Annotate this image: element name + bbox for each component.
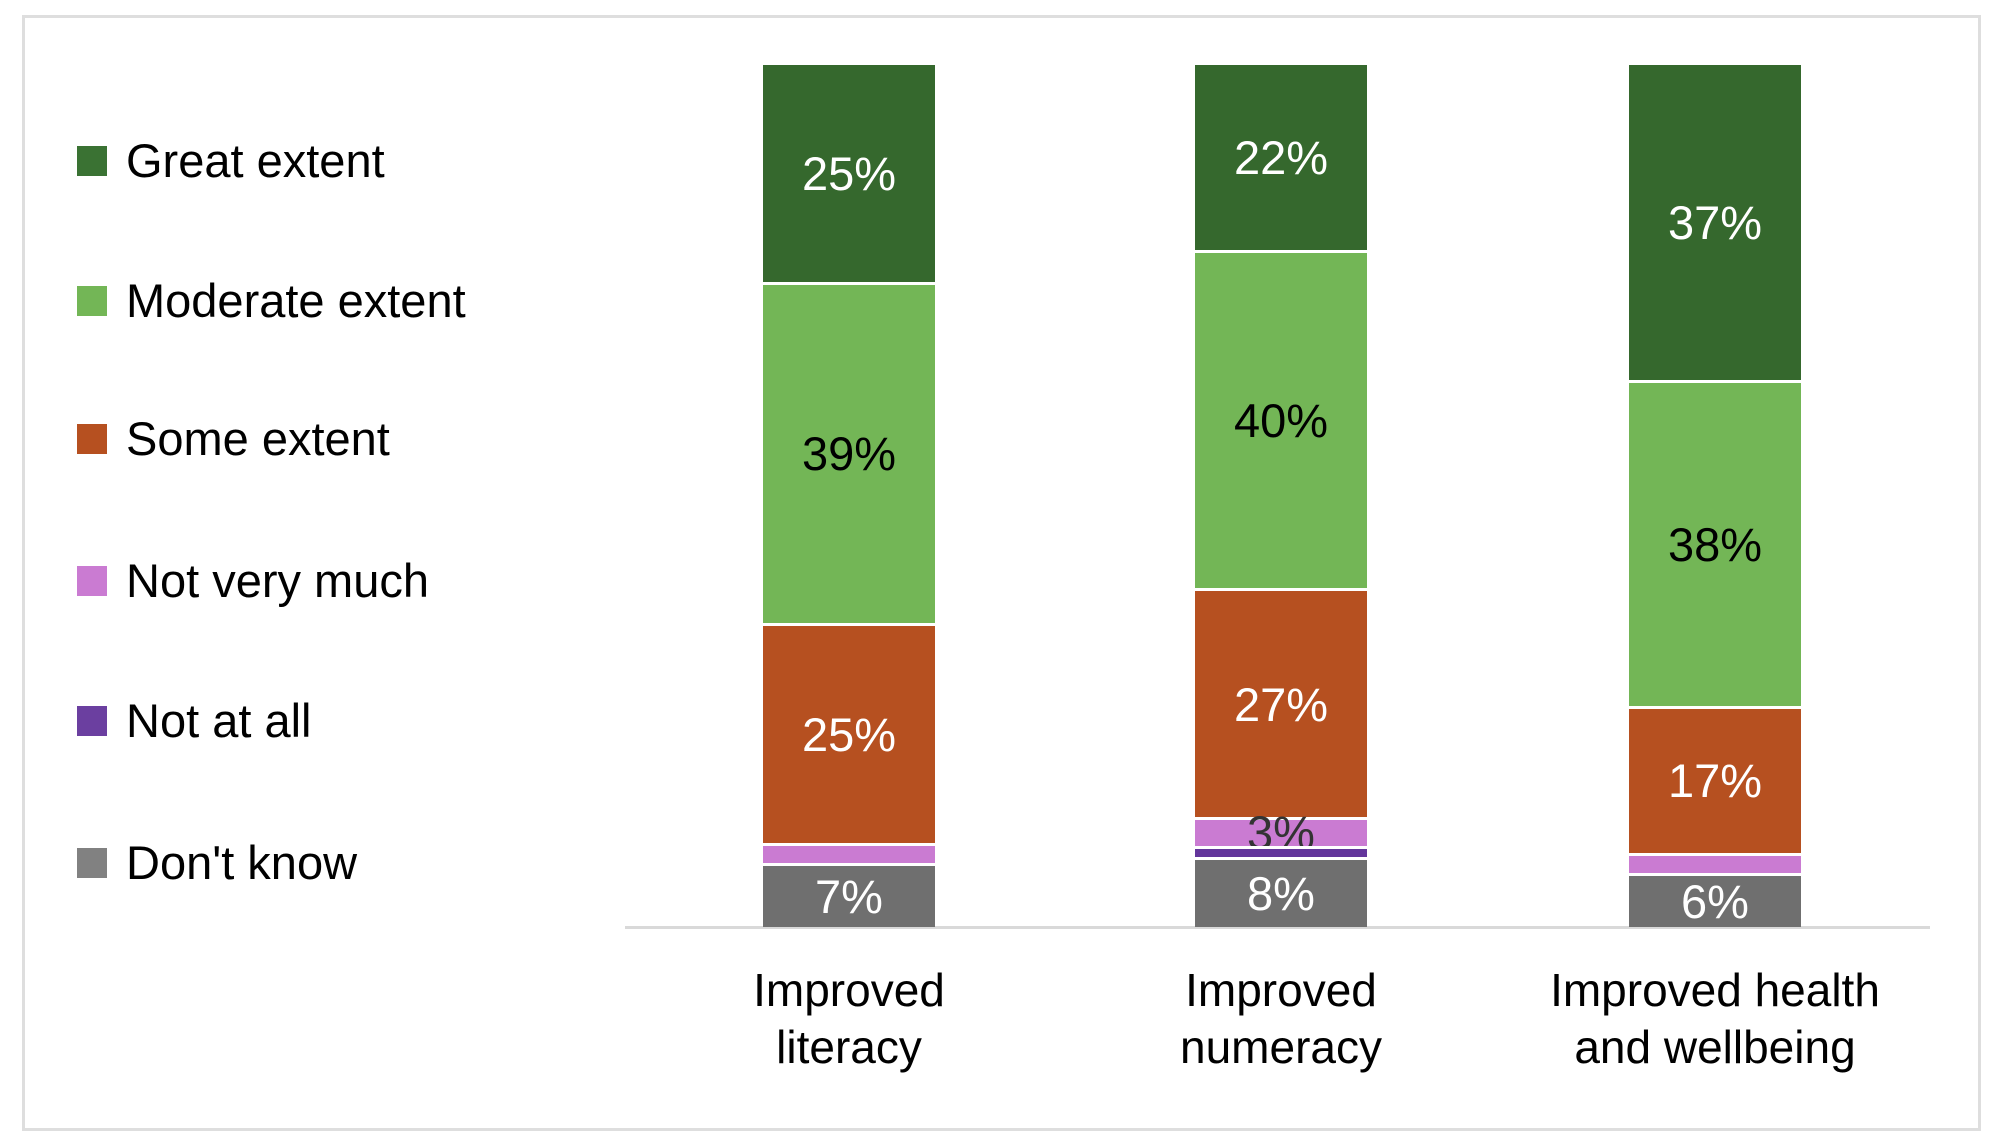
bar-segment-don-t-know: 6%	[1629, 873, 1801, 927]
bar-segment-not-very-much: 3%	[1195, 809, 1367, 856]
stacked-bar-2: 22% 40% 27% 3% 8%	[1195, 65, 1367, 928]
category-label-3: Improved health and wellbeing	[1550, 964, 1880, 1073]
legend-swatch-icon	[77, 848, 107, 878]
stacked-bar-3: 37% 38% 17% 6%	[1629, 65, 1801, 927]
legend-swatch-icon	[77, 706, 107, 736]
data-label: 17%	[1667, 754, 1763, 808]
legend-swatch-icon	[77, 424, 107, 454]
bar-segment-great-extent: 22%	[1195, 65, 1367, 250]
bar-segment-moderate-extent: 38%	[1629, 379, 1801, 706]
bar-segment-some-extent: 27%	[1195, 587, 1367, 818]
legend-swatch-icon	[77, 146, 107, 176]
bar-segment-not-at-all	[1195, 845, 1367, 857]
x-axis-line	[625, 926, 1930, 929]
category-label-1: Improved literacy	[753, 964, 945, 1073]
legend-label: Don't know	[126, 836, 358, 889]
bar-segment-great-extent: 25%	[763, 65, 935, 282]
bar-segment-moderate-extent: 39%	[763, 281, 935, 624]
data-label: 7%	[815, 870, 883, 924]
bar-segment-some-extent: 17%	[1629, 705, 1801, 853]
legend-swatch-icon	[77, 566, 107, 596]
data-label: 27%	[1233, 677, 1329, 731]
data-label: 38%	[1667, 517, 1763, 571]
data-label: 6%	[1681, 875, 1749, 928]
legend-label: Some extent	[126, 412, 390, 465]
stacked-bar-1: 25% 39% 25% 7%	[763, 65, 935, 928]
legend-label: Great extent	[126, 134, 385, 187]
bar-segment-don-t-know: 8%	[1195, 856, 1367, 928]
data-label: 22%	[1233, 130, 1329, 184]
data-label: 40%	[1233, 393, 1329, 447]
legend-item-great-extent: Great extent	[77, 134, 385, 187]
legend-item-not-very-much: Not very much	[77, 554, 429, 607]
data-label: 37%	[1667, 195, 1763, 249]
bar-segment-great-extent: 37%	[1629, 65, 1801, 380]
data-label: 8%	[1247, 866, 1315, 920]
data-label: 25%	[801, 146, 897, 200]
legend-label: Not very much	[126, 554, 429, 607]
bar-segment-not-very-much	[1629, 853, 1801, 873]
legend-item-not-at-all: Not at all	[77, 694, 312, 747]
category-label-2: Improved numeracy	[1180, 964, 1382, 1073]
bar-segment-not-very-much	[763, 842, 935, 864]
bar-segment-moderate-extent: 40%	[1195, 249, 1367, 588]
legend-label: Moderate extent	[126, 274, 466, 327]
bar-segment-don-t-know: 7%	[763, 863, 935, 928]
legend-label: Not at all	[126, 694, 312, 747]
legend-item-don-t-know: Don't know	[77, 836, 358, 889]
data-label: 25%	[801, 708, 897, 762]
legend-item-moderate-extent: Moderate extent	[77, 274, 466, 327]
legend-swatch-icon	[77, 286, 107, 316]
data-label: 39%	[801, 427, 897, 481]
bar-segment-some-extent: 25%	[763, 623, 935, 843]
legend-item-some-extent: Some extent	[77, 412, 390, 465]
